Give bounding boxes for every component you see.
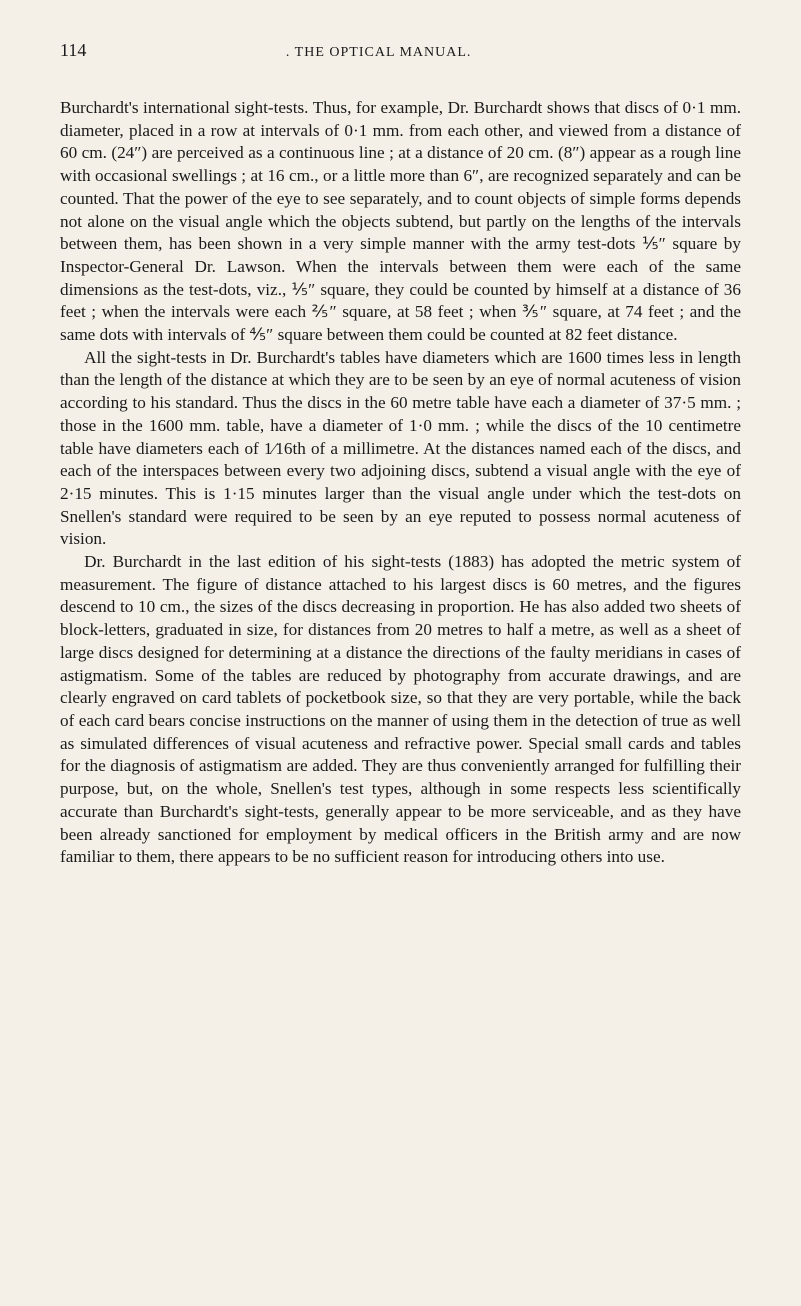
page-header: 114 . THE OPTICAL MANUAL.	[60, 40, 741, 61]
running-title: . THE OPTICAL MANUAL.	[46, 45, 711, 61]
paragraph: Dr. Burchardt in the last edition of his…	[60, 551, 741, 869]
document-page: 114 . THE OPTICAL MANUAL. Burchardt's in…	[0, 0, 801, 1306]
paragraph: All the sight-tests in Dr. Burchardt's t…	[60, 347, 741, 551]
paragraph: Burchardt's international sight-tests. T…	[60, 97, 741, 347]
body-text: Burchardt's international sight-tests. T…	[60, 97, 741, 869]
